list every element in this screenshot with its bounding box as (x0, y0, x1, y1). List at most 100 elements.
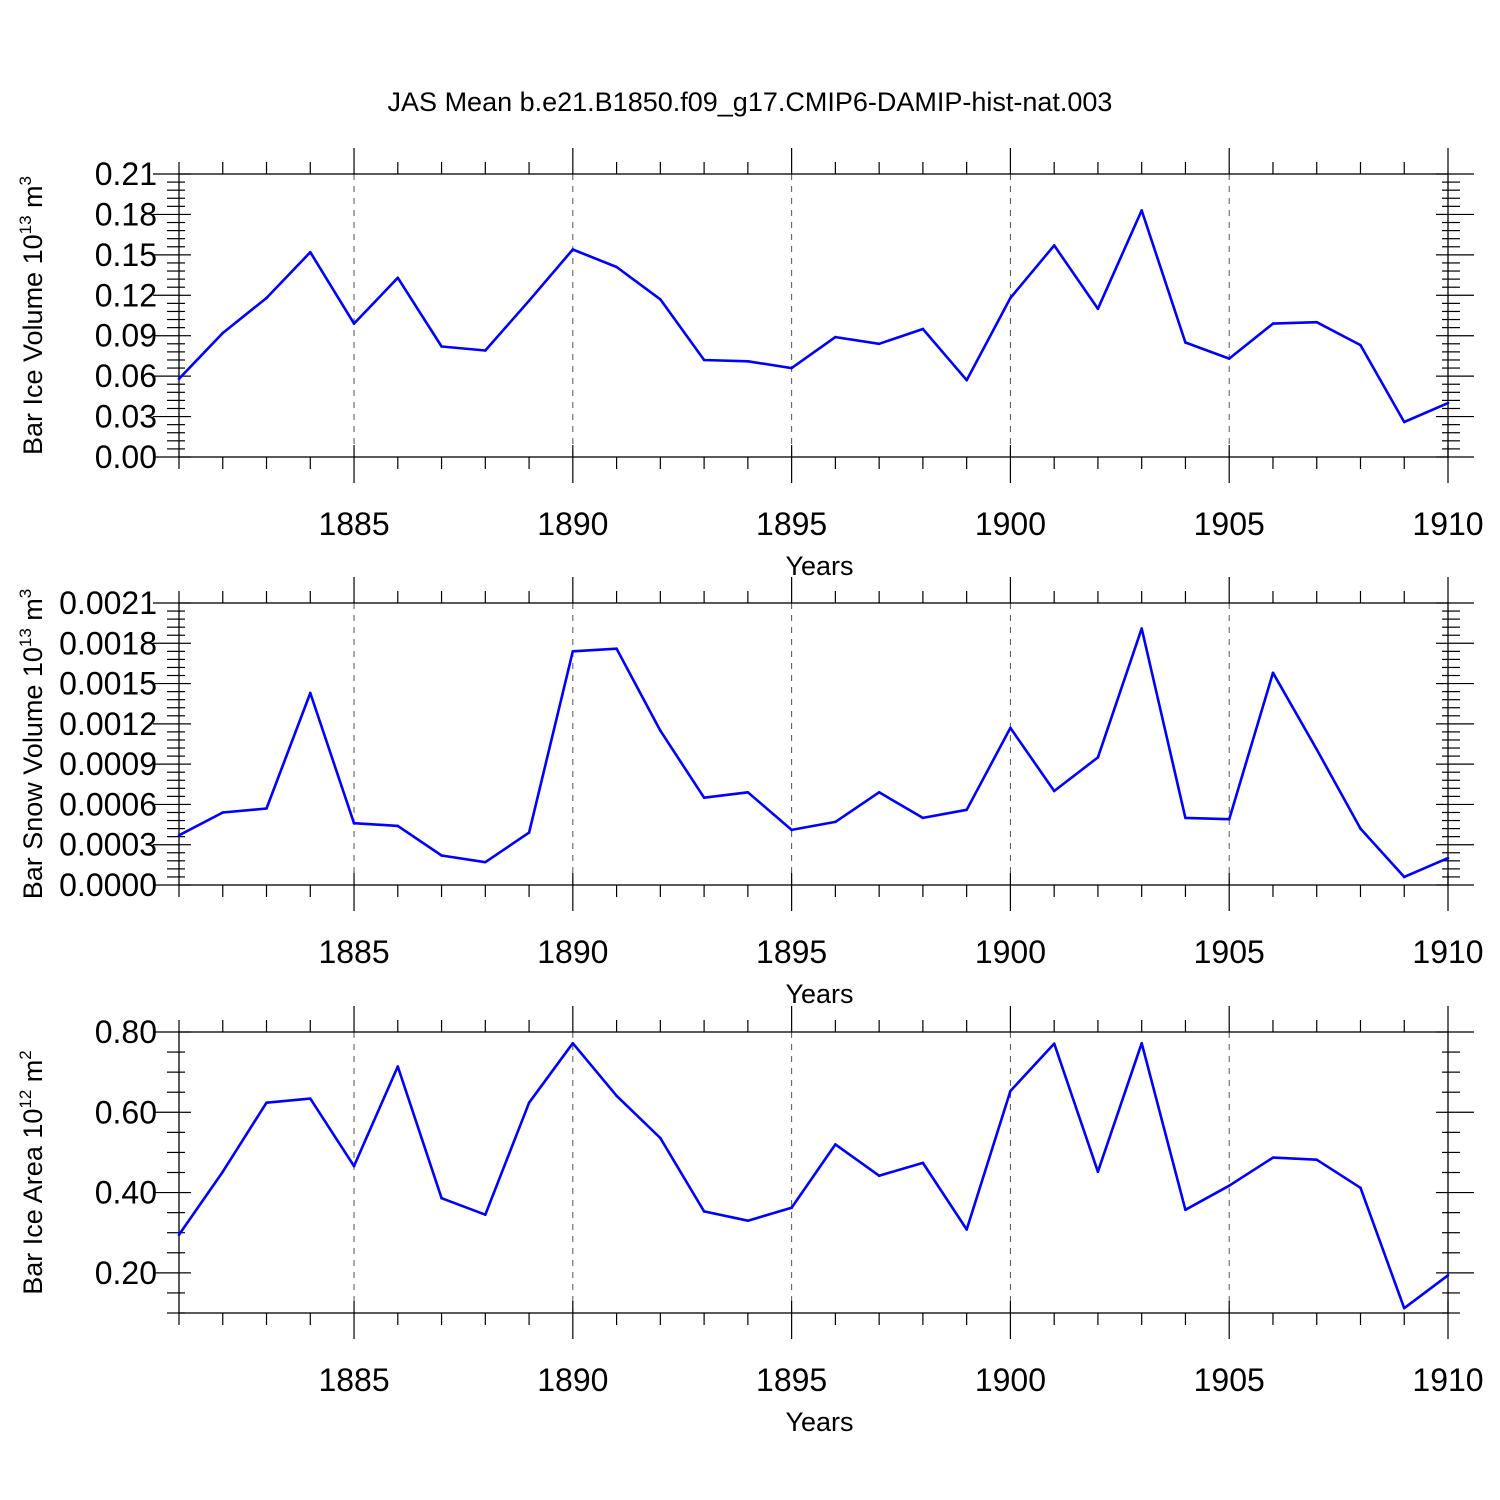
data-point (265, 1101, 268, 1104)
data-point (177, 834, 181, 837)
data-point (440, 1196, 443, 1200)
data-point (1052, 244, 1056, 247)
data-point (308, 1097, 312, 1100)
data-point (308, 691, 312, 695)
x-tick-label: 1905 (1194, 1362, 1265, 1398)
x-axis-title: Years (785, 1407, 853, 1437)
data-point (440, 345, 443, 348)
y-axis-title-main: Bar Ice Area 10 (18, 1109, 48, 1295)
y-tick-label: 0.18 (95, 196, 157, 232)
data-point (1052, 1042, 1056, 1045)
data-point (1140, 627, 1143, 630)
y-tick-label: 0.15 (95, 237, 157, 273)
x-tick-label: 1890 (537, 1362, 608, 1398)
data-point (352, 1164, 356, 1168)
y-tick-label: 0.00 (95, 439, 157, 475)
y-tick-label: 0.0018 (59, 625, 157, 661)
panel-2: 0.0000 0.0003 0.0006 0.0009 0.0012 0.0015 0.00… (16, 577, 1484, 1009)
data-point (1227, 357, 1231, 360)
data-point (396, 1065, 400, 1068)
y-tick-label: 0.40 (95, 1175, 157, 1211)
y-axis-title-main: Bar Snow Volume 10 (18, 647, 48, 899)
y-axis-title-unit-exponent: 3 (16, 176, 35, 185)
data-point (790, 366, 793, 370)
x-axis-title: Years (785, 979, 853, 1009)
data-point (352, 322, 356, 325)
x-tick-label: 1895 (756, 1362, 827, 1398)
data-point (484, 349, 487, 352)
panels: 0.00 0.03 0.06 0.09 0.12 0.15 0.18 0.21 1885 1890… (16, 148, 1484, 1437)
data-point (790, 1206, 793, 1210)
data-point (527, 1101, 531, 1104)
data-point (1402, 420, 1406, 424)
data-point (571, 650, 575, 653)
data-point (1446, 856, 1450, 860)
data-point (221, 331, 225, 335)
data-point (702, 358, 706, 362)
y-axis-title-exponent: 13 (16, 215, 35, 234)
data-point (308, 250, 312, 254)
data-point (221, 811, 225, 814)
data-point (877, 342, 881, 346)
data-point (265, 807, 268, 810)
y-tick-label: 0.20 (95, 1255, 157, 1291)
data-point (1402, 1306, 1406, 1310)
data-point (484, 860, 487, 864)
series-line (178, 209, 1449, 424)
x-axis-title: Years (785, 551, 853, 581)
data-point (702, 1210, 706, 1213)
y-axis-title-exponent: 12 (16, 1090, 35, 1109)
data-point (921, 1161, 925, 1165)
data-point (440, 854, 443, 857)
data-point (746, 360, 750, 363)
data-point (1096, 307, 1100, 311)
data-point (1315, 320, 1319, 324)
y-tick-label: 0.0015 (59, 666, 157, 702)
x-tick-label: 1895 (756, 934, 827, 970)
data-point (834, 335, 837, 339)
data-point (1009, 726, 1012, 730)
y-tick-label: 0.60 (95, 1094, 157, 1130)
y-axis-title-unit: m (18, 598, 48, 628)
data-point (1009, 296, 1012, 300)
data-point (1446, 401, 1450, 405)
x-tick-label: 1895 (756, 506, 827, 542)
data-point (659, 1136, 662, 1140)
x-tick-label: 1890 (537, 506, 608, 542)
y-tick-label: 0.80 (95, 1014, 157, 1050)
x-tick-label: 1900 (975, 934, 1046, 970)
panel-1: 0.00 0.03 0.06 0.09 0.12 0.15 0.18 0.21 1885 1890… (16, 148, 1484, 581)
x-tick-label: 1900 (975, 506, 1046, 542)
x-tick-label: 1905 (1194, 506, 1265, 542)
data-point (1009, 1089, 1012, 1093)
data-point (1359, 827, 1362, 830)
chart-title: JAS Mean b.e21.B1850.f09_g17.CMIP6-DAMIP… (388, 87, 1113, 117)
y-axis-title-exponent: 13 (16, 628, 35, 647)
data-point (1096, 1170, 1100, 1173)
series-line (177, 1041, 1449, 1310)
data-point (921, 816, 925, 820)
data-point (177, 1233, 181, 1237)
y-tick-label: 0.0009 (59, 746, 157, 782)
y-tick-label: 0.0021 (59, 585, 157, 621)
x-tick-label: 1885 (318, 506, 389, 542)
y-axis-title-unit-exponent: 2 (16, 1050, 35, 1059)
y-axis-title-unit: m (18, 185, 48, 215)
x-tick-label: 1900 (975, 1362, 1046, 1398)
data-point (1052, 789, 1056, 793)
x-tick-label: 1905 (1194, 934, 1265, 970)
data-point (1359, 1186, 1362, 1190)
data-point (659, 298, 662, 301)
data-point (746, 791, 750, 794)
data-point (877, 1174, 881, 1178)
data-point (527, 831, 531, 834)
data-point (965, 1228, 968, 1231)
data-point (265, 296, 268, 300)
data-point (527, 299, 531, 302)
y-axis-title-main: Bar Ice Volume 10 (18, 234, 48, 455)
x-tick-label: 1910 (1412, 506, 1483, 542)
data-point (177, 377, 181, 381)
data-point (1184, 341, 1187, 344)
y-axis-title: Bar Ice Volume 1013 m3 (16, 176, 48, 455)
